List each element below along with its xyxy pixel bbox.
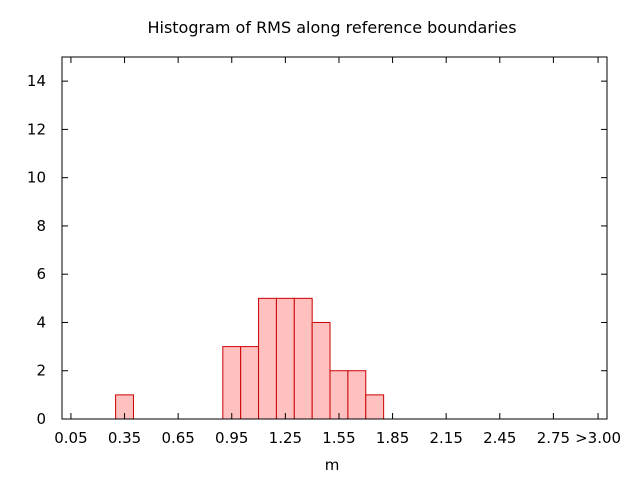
y-tick-label: 14	[27, 72, 46, 90]
x-tick-label: 0.35	[108, 429, 141, 447]
x-tick-label: 2.15	[429, 429, 462, 447]
chart-title: Histogram of RMS along reference boundar…	[147, 18, 516, 37]
histogram-bar-9	[347, 370, 367, 420]
y-axis: 0 2 4 6 8 10 12 14	[27, 72, 607, 428]
x-tick-label: 2.45	[483, 429, 516, 447]
bars-group	[115, 297, 385, 420]
x-tick-label: >3.00	[575, 429, 621, 447]
x-tick-label: 0.95	[215, 429, 248, 447]
histogram-bar-4	[258, 297, 277, 420]
histogram-bar-3	[240, 346, 260, 420]
histogram-bar-6	[293, 297, 313, 420]
x-tick-label: 1.25	[269, 429, 302, 447]
y-tick-label: 2	[36, 362, 46, 380]
x-axis: 0.05 0.35 0.65 0.95 1.25 1.55 1.85 2.15 2.45 2.75…	[54, 57, 621, 447]
histogram-bar-10	[365, 394, 385, 420]
x-tick-label: 1.85	[376, 429, 409, 447]
x-tick-label: 2.75	[537, 429, 570, 447]
histogram-bar-5	[275, 297, 295, 420]
x-axis-label: m	[325, 456, 340, 474]
y-tick-label: 6	[36, 265, 46, 283]
y-tick-label: 4	[36, 313, 46, 331]
x-tick-label: 0.65	[161, 429, 194, 447]
y-tick-label: 8	[36, 217, 46, 235]
x-tick-label: 1.55	[322, 429, 355, 447]
histogram-bar-7	[311, 321, 331, 420]
plot-frame	[61, 56, 608, 420]
x-tick-label: 0.05	[54, 429, 87, 447]
y-tick-label: 10	[27, 169, 46, 187]
y-tick-label: 0	[36, 410, 46, 428]
histogram-bar-8	[329, 370, 349, 420]
histogram-bar-2	[222, 346, 242, 420]
y-tick-label: 12	[27, 120, 46, 138]
